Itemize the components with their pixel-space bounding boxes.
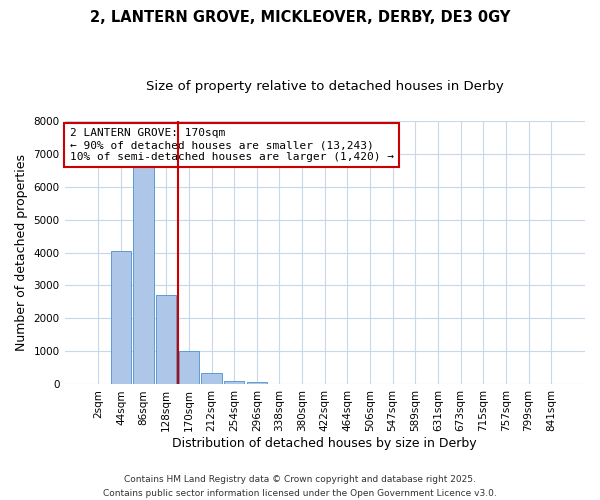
- Text: 2 LANTERN GROVE: 170sqm
← 90% of detached houses are smaller (13,243)
10% of sem: 2 LANTERN GROVE: 170sqm ← 90% of detache…: [70, 128, 394, 162]
- Bar: [179, 352, 199, 384]
- Bar: [156, 296, 176, 384]
- Bar: [247, 382, 267, 384]
- Bar: [133, 165, 154, 384]
- Title: Size of property relative to detached houses in Derby: Size of property relative to detached ho…: [146, 80, 503, 93]
- Y-axis label: Number of detached properties: Number of detached properties: [15, 154, 28, 351]
- Text: Contains HM Land Registry data © Crown copyright and database right 2025.
Contai: Contains HM Land Registry data © Crown c…: [103, 476, 497, 498]
- Bar: [224, 381, 244, 384]
- Bar: [202, 373, 222, 384]
- Text: 2, LANTERN GROVE, MICKLEOVER, DERBY, DE3 0GY: 2, LANTERN GROVE, MICKLEOVER, DERBY, DE3…: [90, 10, 510, 25]
- X-axis label: Distribution of detached houses by size in Derby: Distribution of detached houses by size …: [172, 437, 477, 450]
- Bar: [111, 251, 131, 384]
